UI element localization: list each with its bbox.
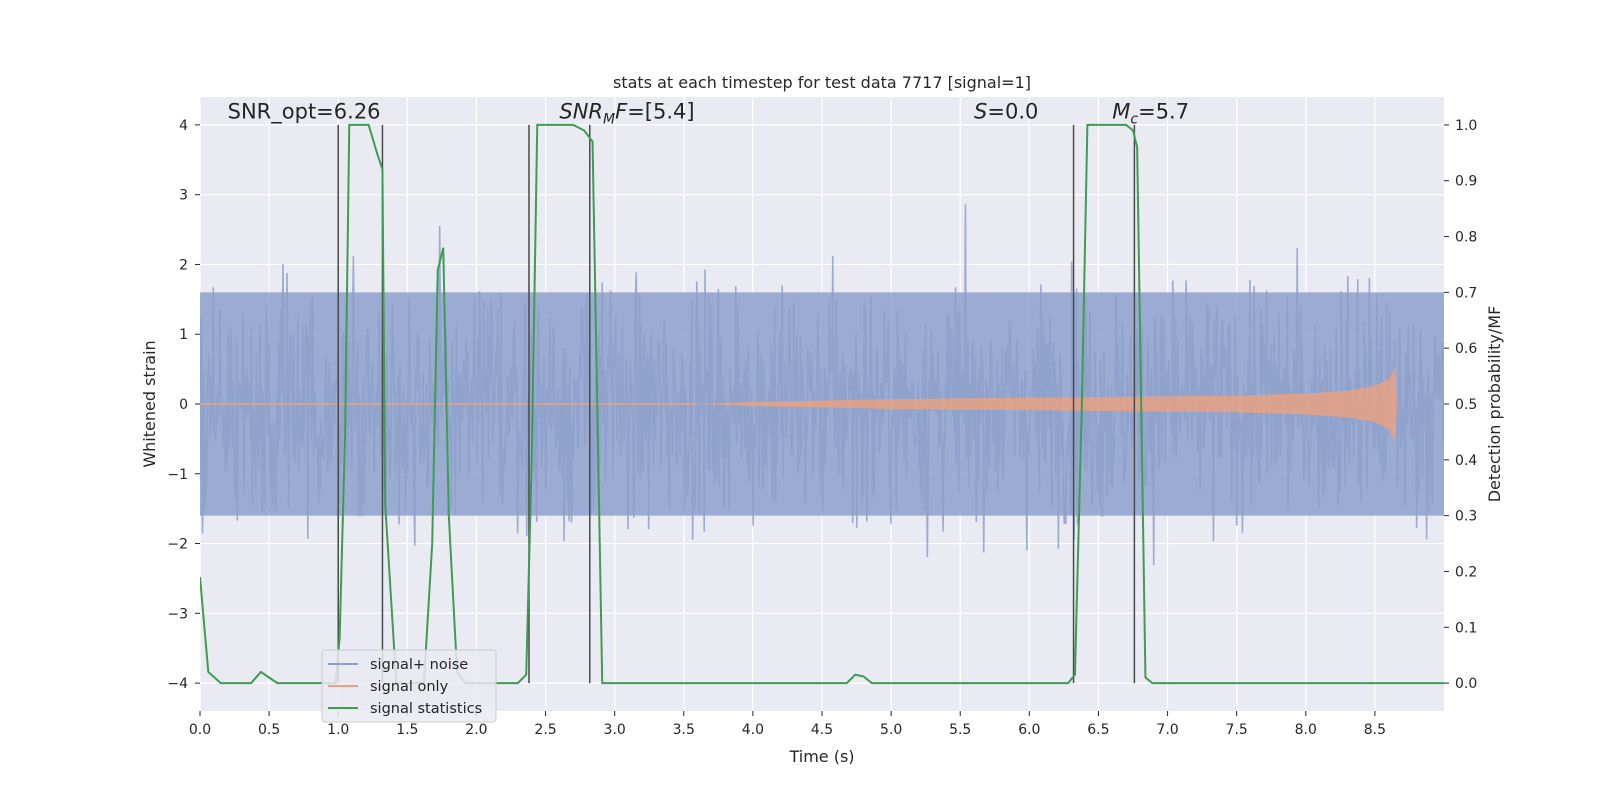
x-tick-label: 7.5 <box>1226 722 1248 738</box>
x-tick-label: 4.0 <box>742 722 764 738</box>
y-right-tick-label: 0.4 <box>1455 453 1477 469</box>
annotation-snr-opt: SNR_opt=6.26 <box>228 100 381 125</box>
y-right-tick-label: 0.5 <box>1455 397 1477 413</box>
annotation-part: M <box>1112 100 1130 124</box>
legend-box <box>321 649 497 723</box>
x-axis-label: Time (s) <box>788 747 854 766</box>
x-tick-label: 7.0 <box>1156 722 1178 738</box>
annotation-part: M <box>603 112 615 128</box>
legend-label-signal: signal only <box>370 679 449 695</box>
y-left-tick-label: 0 <box>179 397 188 413</box>
x-tick-label: 1.0 <box>327 722 349 738</box>
series-line-signal-noise <box>200 204 1444 566</box>
series-area-signal-only <box>697 365 1397 443</box>
y-left-tick-label: 4 <box>179 118 188 134</box>
annotation-part: S <box>974 100 987 124</box>
annotation-part: SNR <box>559 100 603 124</box>
annotation-part: c <box>1130 112 1138 128</box>
y-left-tick-label: 1 <box>179 327 188 343</box>
x-tick-label: 6.0 <box>1018 722 1040 738</box>
annotation-snr-mf: SNRMF=[5.4] <box>559 100 694 128</box>
y-right-tick-label: 0.8 <box>1455 230 1477 246</box>
annotation-part: =[5.4] <box>627 100 694 124</box>
x-tick-label: 0.5 <box>258 722 280 738</box>
y-right-tick-label: 0.6 <box>1455 341 1477 357</box>
annotation-mc: Mc=5.7 <box>1112 100 1189 128</box>
legend-label-noise: signal+ noise <box>370 657 468 673</box>
annotation-part: =0.0 <box>987 100 1038 124</box>
y-left-tick-label: −1 <box>167 467 188 483</box>
y-left-tick-label: −4 <box>167 676 188 692</box>
x-tick-label: 5.0 <box>880 722 902 738</box>
y-left-tick-label: −2 <box>167 537 188 553</box>
annotation-s: S=0.0 <box>974 100 1038 124</box>
x-tick-label: 3.5 <box>673 722 695 738</box>
x-tick-label: 0.0 <box>189 722 211 738</box>
y-axis-label-left: Whitened strain <box>140 340 159 467</box>
y-right-tick-label: 0.2 <box>1455 564 1477 580</box>
annotation-part: =5.7 <box>1138 100 1189 124</box>
y-axis-label-right: Detection probability/MF <box>1485 306 1504 503</box>
x-tick-label: 3.0 <box>604 722 626 738</box>
y-right-tick-label: 0.9 <box>1455 174 1477 190</box>
x-tick-label: 2.5 <box>534 722 556 738</box>
y-right-tick-label: 0.3 <box>1455 509 1477 525</box>
x-tick-label: 1.5 <box>396 722 418 738</box>
x-tick-label: 8.5 <box>1364 722 1386 738</box>
y-left-tick-label: −3 <box>167 606 188 622</box>
annotation-part: SNR_opt=6.26 <box>228 100 381 125</box>
y-right-tick-label: 1.0 <box>1455 118 1477 134</box>
annotation-part: F <box>615 100 628 124</box>
x-tick-label: 5.5 <box>949 722 971 738</box>
x-tick-label: 4.5 <box>811 722 833 738</box>
y-right-tick-label: 0.1 <box>1455 620 1477 636</box>
annotations: SNR_opt=6.26 SNRMF=[5.4] S=0.0 Mc=5.7 <box>228 100 1189 128</box>
y-left-tick-label: 3 <box>179 188 188 204</box>
legend: signal+ noise signal only signal statist… <box>321 649 497 723</box>
y-left-tick-label: 2 <box>179 257 188 273</box>
y-right-tick-label: 0.0 <box>1455 676 1477 692</box>
x-tick-label: 2.0 <box>465 722 487 738</box>
chart-title: stats at each timestep for test data 771… <box>613 73 1031 92</box>
series-signal-only <box>200 365 1397 443</box>
x-tick-label: 6.5 <box>1087 722 1109 738</box>
legend-label-stats: signal statistics <box>370 701 482 717</box>
x-tick-label: 8.0 <box>1295 722 1317 738</box>
axis-ticks: 0.0 0.5 1.0 1.5 2.0 2.5 3.0 3.5 4.0 4.5 5.0 5.5 6.0 6… <box>167 118 1477 738</box>
y-right-tick-label: 0.7 <box>1455 285 1477 301</box>
